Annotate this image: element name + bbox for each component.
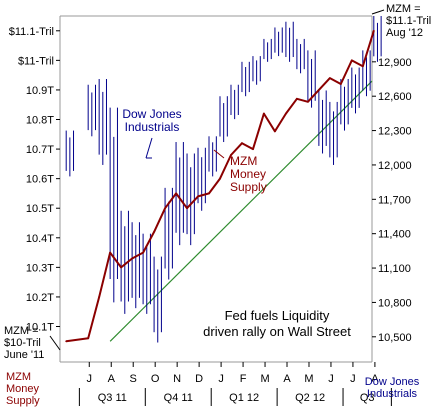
right-axis-tick-label: 12,900: [378, 57, 412, 69]
end-note-pointer: [371, 9, 385, 15]
left-axis-tick-label: $11-Tril: [18, 55, 54, 67]
quarter-label: Q4 11: [164, 392, 193, 404]
mzm-point: [306, 100, 309, 103]
mzm-point: [241, 142, 243, 145]
quarter-label: Q2 12: [295, 392, 325, 404]
mzm-point: [285, 112, 287, 115]
left-axis-tick-label: 10.2T: [26, 292, 54, 304]
right-axis-tick-label: 11,700: [378, 194, 411, 206]
bottom-left-label: MZM Money Supply: [6, 371, 40, 407]
mzm-point: [175, 192, 177, 195]
end-note: MZM = $11.1-Tril Aug '12: [386, 3, 431, 39]
left-axis-tick-label: 10.6T: [26, 174, 54, 186]
month-label: J: [350, 373, 356, 385]
mzm-line: [66, 30, 375, 343]
mzm-point: [372, 29, 375, 32]
start-note-pointer: [49, 335, 61, 351]
mzm-point: [263, 112, 265, 115]
left-axis-tick-label: 10.8T: [26, 115, 54, 127]
month-label: S: [130, 373, 137, 385]
quarter-label: Q1 12: [229, 392, 259, 404]
mzm-point: [98, 296, 101, 298]
right-axis-tick-label: 11,400: [378, 229, 411, 241]
month-label: J: [328, 373, 334, 385]
right-axis-tick-label: 11,100: [378, 263, 411, 275]
mzm-point: [109, 251, 112, 254]
dow-jones-annotation: Dow Jones Industrials: [122, 107, 181, 134]
left-axis-tick-label: 10.5T: [26, 203, 54, 215]
bottom-right-label: Dow Jones Industrials: [365, 376, 420, 400]
month-label: J: [218, 373, 224, 385]
right-axis-tick-label: 10,800: [378, 297, 412, 309]
left-axis-tick-label: $11.1-Tril: [9, 26, 54, 38]
mzm-point: [197, 195, 199, 198]
mzm-point: [296, 97, 298, 100]
right-axis-tick-label: 10,500: [378, 332, 412, 344]
month-label: D: [195, 373, 203, 385]
month-label: N: [173, 373, 181, 385]
quarter-label: Q3 11: [98, 392, 127, 404]
dow-jones-pointer: [145, 137, 153, 159]
mzm-point: [131, 257, 134, 260]
left-axis-tick-label: 10.4T: [26, 233, 54, 245]
mzm-pointer: [213, 149, 225, 159]
month-label: J: [87, 373, 93, 385]
mzm-point: [230, 154, 232, 156]
right-axis-tick-label: 12,000: [378, 160, 412, 172]
right-axis-tick-label: 12,600: [378, 91, 412, 103]
month-label: A: [283, 373, 291, 385]
mzm-point: [186, 207, 188, 210]
left-axis-tick-label: 10.7T: [26, 144, 54, 156]
month-label: M: [304, 373, 313, 385]
quarter-label: Q3: [360, 392, 375, 404]
mzm-point: [153, 230, 155, 233]
mzm-point: [208, 192, 210, 195]
mzm-point: [339, 83, 342, 85]
start-note: MZM = $10-Tril June '11: [4, 325, 44, 361]
left-axis-tick-label: 10.9T: [26, 85, 54, 97]
left-axis-tick-label: 10.3T: [26, 262, 54, 274]
month-label: A: [371, 373, 379, 385]
mzm-point: [219, 177, 221, 180]
mzm-point: [164, 207, 166, 210]
mzm-point: [350, 59, 353, 62]
mzm-point: [361, 65, 364, 68]
left-axis-tick-label: 10.1T: [26, 322, 54, 334]
mzm-point: [87, 337, 90, 340]
mzm-annotation: MZM Money Supply: [230, 154, 267, 194]
right-axis-tick-label: 12,300: [378, 126, 412, 138]
mzm-point: [120, 266, 123, 269]
month-label: O: [151, 373, 160, 385]
headline-annotation: Fed fuels Liquidity driven rally on Wall …: [203, 308, 351, 339]
month-label: F: [240, 373, 247, 385]
mzm-point: [142, 251, 144, 254]
mzm-point: [252, 148, 254, 150]
mzm-point: [65, 340, 68, 343]
mzm-point: [274, 130, 276, 133]
mzm-point: [317, 89, 320, 91]
mzm-point: [328, 77, 331, 80]
month-label: A: [108, 373, 116, 385]
month-label: M: [260, 373, 269, 385]
